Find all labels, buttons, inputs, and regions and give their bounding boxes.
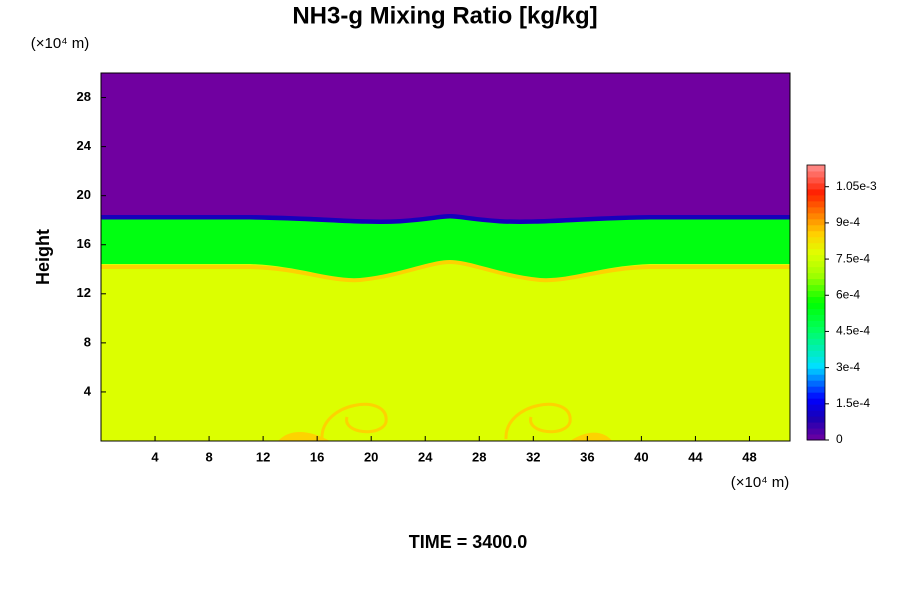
colorbar-cell: [807, 344, 825, 351]
colorbar-cell: [807, 272, 825, 280]
colorbar-cell: [807, 404, 825, 411]
colorbar-cell: [807, 236, 825, 244]
y-tick-label: 4: [84, 383, 92, 398]
colorbar-cell: [807, 374, 825, 381]
x-tick-label: 32: [526, 449, 540, 464]
colorbar-cell: [807, 230, 825, 238]
x-tick-label: 40: [634, 449, 648, 464]
field-region: [101, 216, 790, 279]
colorbar-tick-label: 0: [836, 432, 843, 446]
colorbar-tick-label: 4.5e-4: [836, 324, 870, 338]
colorbar-tick-label: 6e-4: [836, 287, 860, 301]
colorbar-cell: [807, 362, 825, 369]
colorbar-cell: [807, 170, 825, 178]
colorbar-cell: [807, 314, 825, 321]
field-region: [101, 73, 790, 220]
colorbar-cell: [807, 218, 825, 226]
colorbar-cell: [807, 248, 825, 256]
field-region: [570, 432, 612, 441]
chart-title: NH3-g Mixing Ratio [kg/kg]: [292, 2, 597, 29]
colorbar-cell: [807, 308, 825, 315]
y-tick-label: 28: [77, 89, 91, 104]
colorbar-tick-label: 9e-4: [836, 215, 860, 229]
colorbar-cell: [807, 194, 825, 202]
annotation: TIME = 3400.0: [409, 532, 528, 552]
colorbar-cell: [807, 368, 825, 375]
x-tick-label: 20: [364, 449, 378, 464]
field-region: [320, 402, 388, 440]
y-tick-label: 24: [77, 138, 92, 153]
colorbar-cell: [807, 278, 825, 286]
colorbar-cell: [807, 182, 825, 190]
colorbar-cell: [807, 350, 825, 357]
colorbar-cell: [807, 398, 825, 405]
y-tick-label: 20: [77, 187, 91, 202]
colorbar-cell: [807, 380, 825, 387]
colorbar-cell: [807, 206, 825, 214]
field-region: [101, 213, 790, 224]
x-tick-label: 44: [688, 449, 703, 464]
field-region: [504, 402, 572, 440]
colorbar-cell: [807, 326, 825, 333]
colorbar-tick-label: 1.5e-4: [836, 396, 870, 410]
colorbar-cell: [807, 416, 825, 423]
colorbar-cell: [807, 386, 825, 393]
colorbar-tick-label: 7.5e-4: [836, 251, 870, 265]
colorbar-cell: [807, 284, 825, 292]
colorbar-cell: [807, 410, 825, 417]
colorbar-cell: [807, 428, 825, 435]
colorbar-cell: [807, 260, 825, 268]
colorbar-cell: [807, 422, 825, 429]
colorbar-tick-label: 1.05e-3: [836, 179, 877, 193]
colorbar-cell: [807, 392, 825, 399]
colorbar-cell: [807, 242, 825, 250]
colorbar-cell: [807, 188, 825, 196]
colorbar-cell: [807, 212, 825, 220]
colorbar-cell: [807, 332, 825, 339]
colorbar-cell: [807, 302, 825, 309]
colorbar-cell: [807, 254, 825, 262]
y-unit: (×10⁴ m): [31, 35, 90, 52]
colorbar-cell: [807, 434, 825, 441]
plot-frame: [100, 72, 791, 442]
colorbar-cell: [807, 176, 825, 184]
x-tick-label: 36: [580, 449, 594, 464]
colorbar-tick-label: 3e-4: [836, 360, 860, 374]
x-tick-label: 28: [472, 449, 486, 464]
y-tick-label: 16: [77, 236, 91, 251]
colorbar-cell: [807, 356, 825, 363]
x-tick-label: 12: [256, 449, 270, 464]
field-region: [101, 259, 790, 283]
y-axis-label: Height: [33, 229, 53, 285]
colorbar-cell: [807, 338, 825, 345]
x-tick-label: 48: [742, 449, 756, 464]
y-tick-label: 8: [84, 334, 91, 349]
colorbar-cell: [807, 200, 825, 208]
colorbar-cell: [807, 290, 825, 298]
y-tick-label: 12: [77, 285, 91, 300]
colorbar-frame: [806, 164, 826, 441]
colorbar-cell: [807, 266, 825, 274]
x-tick-label: 16: [310, 449, 324, 464]
x-tick-label: 8: [205, 449, 212, 464]
colorbar-cell: [807, 320, 825, 327]
colorbar-cell: [807, 224, 825, 232]
x-tick-label: 24: [418, 449, 433, 464]
colorbar-cell: [807, 165, 825, 172]
colorbar-cell: [807, 296, 825, 303]
x-tick-label: 4: [151, 449, 159, 464]
x-unit: (×10⁴ m): [731, 474, 790, 491]
